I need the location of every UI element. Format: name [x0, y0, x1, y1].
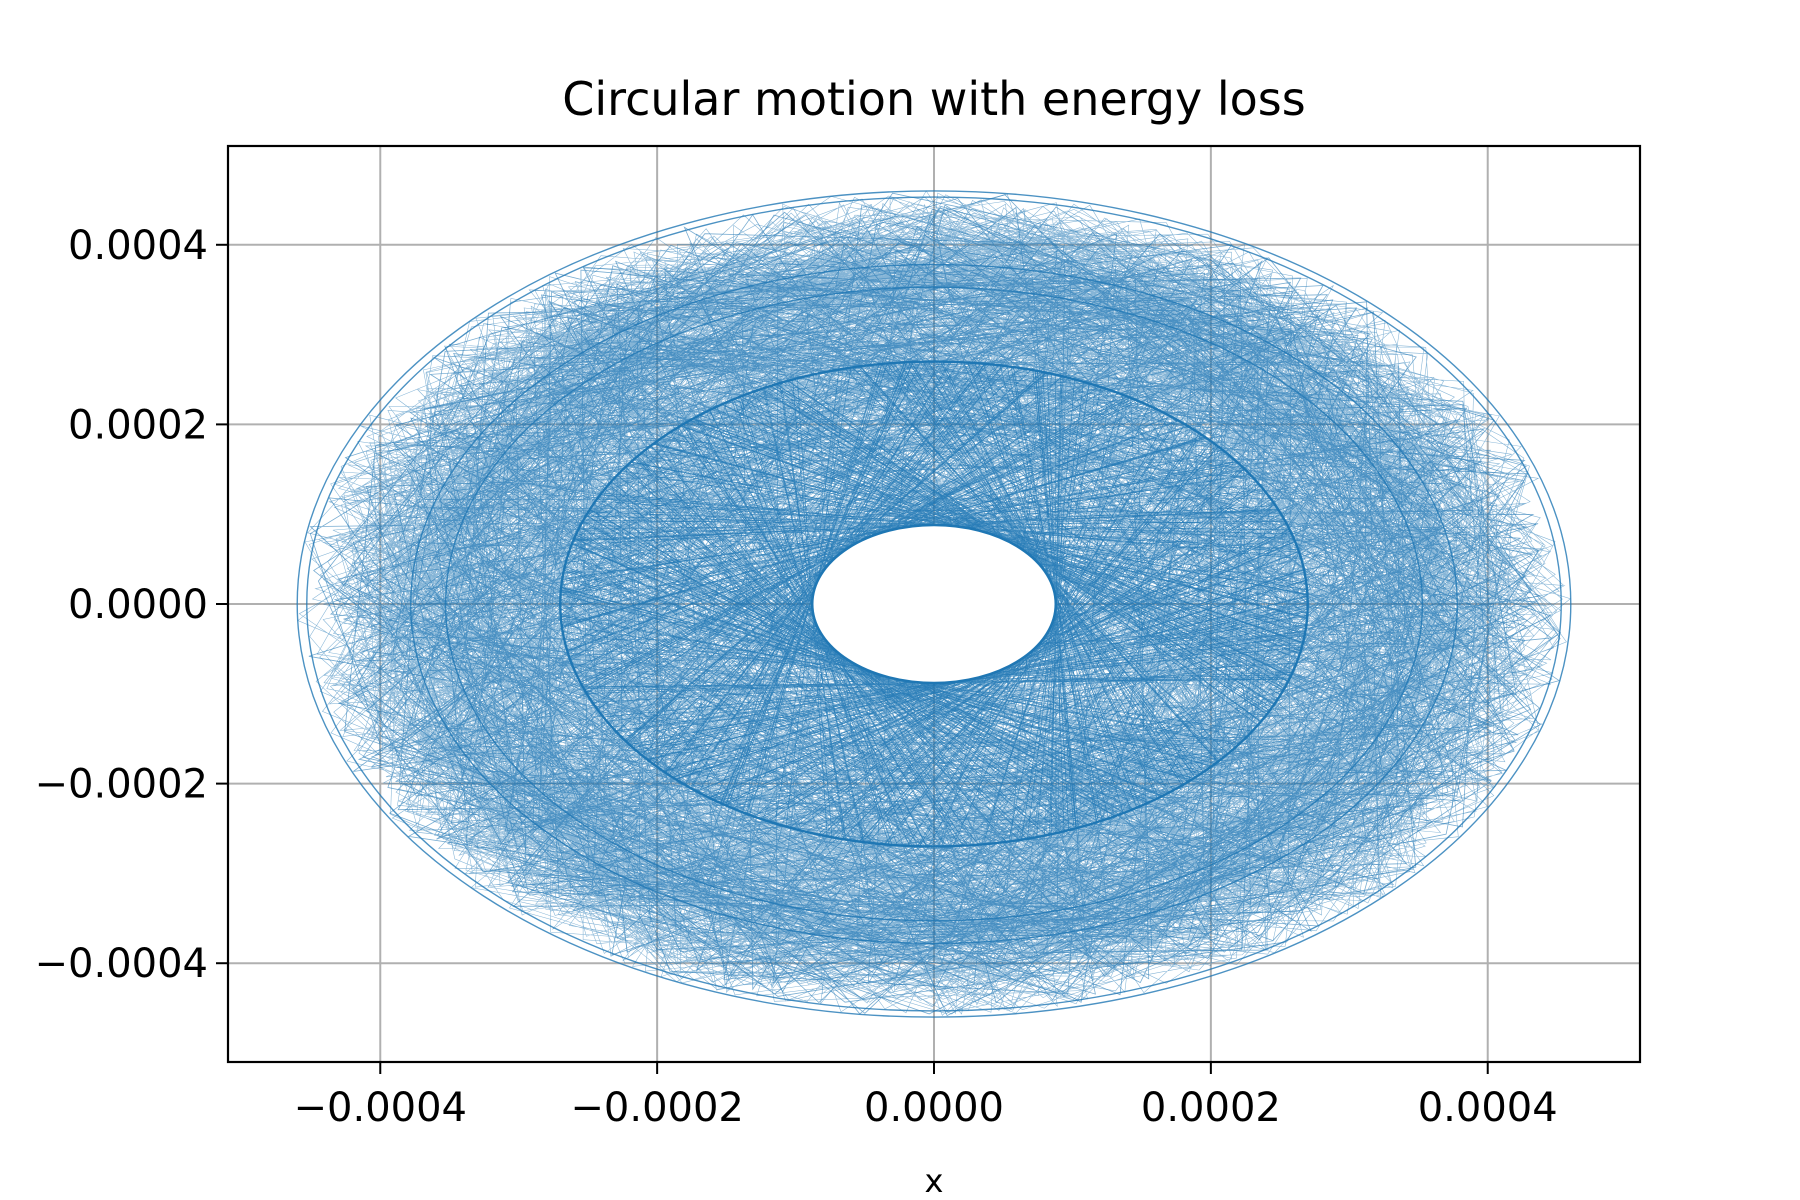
y-tick-label: −0.0004	[35, 941, 208, 987]
x-tick-label: −0.0002	[570, 1085, 743, 1131]
trajectory-series	[296, 190, 1572, 1018]
y-tick-label: −0.0002	[35, 762, 208, 808]
x-tick-label: 0.0004	[1418, 1085, 1558, 1131]
y-tick-label: 0.0002	[68, 402, 208, 448]
trajectory-outer-band	[308, 192, 1561, 1017]
x-axis: −0.0004 −0.0002 0.0000 0.0002 0.0004	[294, 1062, 1558, 1131]
y-tick-label: 0.0004	[68, 223, 208, 269]
y-tick-label: 0.0000	[68, 582, 208, 628]
x-tick-label: −0.0004	[294, 1085, 467, 1131]
x-axis-label: x	[925, 1162, 944, 1200]
x-tick-label: 0.0002	[1141, 1085, 1281, 1131]
trajectory-inner-hole	[810, 523, 1058, 685]
chart-title: Circular motion with energy loss	[562, 72, 1305, 126]
trajectory-outer-rim	[444, 286, 1424, 922]
trajectory-outer-rim	[296, 190, 1572, 1018]
trajectory-outer-rim	[410, 263, 1458, 945]
trajectory-outer-rim	[306, 196, 1562, 1012]
x-tick-label: 0.0000	[864, 1085, 1004, 1131]
y-axis: −0.0004 −0.0002 0.0000 0.0002 0.0004	[35, 223, 228, 987]
trajectory-middle-ring	[559, 360, 1309, 848]
